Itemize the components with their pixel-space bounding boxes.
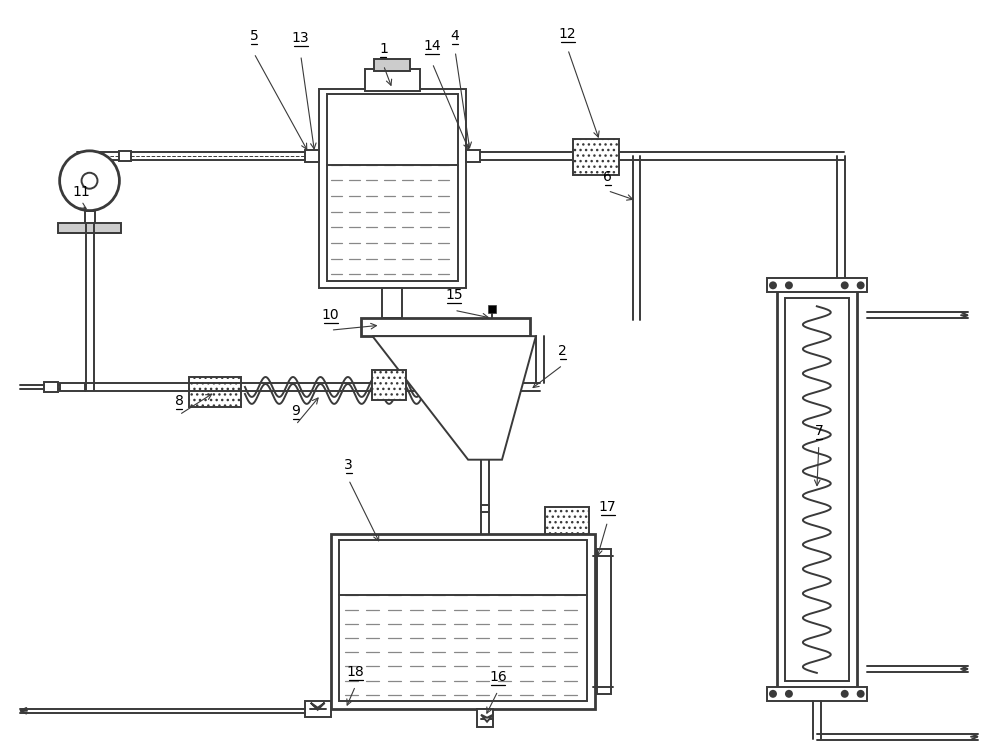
Bar	[339, 541, 587, 701]
Text: 5: 5	[250, 29, 258, 43]
Text: 18: 18	[347, 665, 364, 679]
Bar	[477, 709, 493, 727]
Circle shape	[858, 282, 864, 288]
Text: 9: 9	[291, 404, 300, 418]
Text: 15: 15	[445, 288, 463, 302]
Text: 2: 2	[558, 344, 567, 358]
Bar	[466, 150, 480, 162]
Bar	[305, 701, 331, 717]
Text: 17: 17	[599, 501, 616, 514]
Bar	[545, 507, 589, 535]
Bar	[44, 382, 58, 392]
Bar	[767, 279, 867, 292]
Text: 1: 1	[379, 42, 388, 56]
Text: 10: 10	[322, 308, 339, 322]
Bar	[327, 94, 458, 282]
Text: 16: 16	[489, 670, 507, 684]
Bar	[60, 383, 85, 391]
Bar	[319, 89, 466, 288]
Bar	[488, 305, 496, 313]
Circle shape	[786, 282, 792, 288]
Bar	[361, 319, 530, 336]
Bar	[382, 288, 402, 319]
Circle shape	[770, 282, 776, 288]
Text: 6: 6	[603, 169, 612, 184]
Bar	[777, 291, 857, 689]
Circle shape	[786, 691, 792, 697]
Bar	[189, 377, 241, 407]
Bar	[58, 223, 121, 233]
Text: 8: 8	[175, 394, 184, 408]
Bar	[573, 139, 619, 175]
Bar	[597, 550, 611, 694]
Bar	[85, 211, 95, 223]
Circle shape	[842, 282, 848, 288]
Bar	[481, 505, 489, 513]
Text: 11: 11	[73, 184, 90, 199]
Text: 14: 14	[423, 39, 441, 53]
Circle shape	[770, 691, 776, 697]
Text: 7: 7	[814, 424, 823, 437]
Circle shape	[60, 151, 119, 211]
Bar	[785, 298, 849, 681]
Text: 3: 3	[344, 458, 353, 471]
Bar	[119, 151, 131, 161]
Circle shape	[842, 691, 848, 697]
Text: 4: 4	[451, 29, 460, 43]
Bar	[767, 687, 867, 701]
Text: 13: 13	[292, 31, 310, 45]
Text: 12: 12	[559, 27, 577, 41]
Circle shape	[82, 172, 97, 189]
Bar	[305, 150, 319, 162]
Circle shape	[858, 691, 864, 697]
Polygon shape	[481, 715, 493, 721]
Polygon shape	[372, 336, 536, 459]
Bar	[365, 69, 420, 91]
Bar	[372, 370, 406, 400]
Polygon shape	[311, 703, 325, 710]
Bar	[331, 535, 595, 709]
Bar	[374, 59, 410, 71]
